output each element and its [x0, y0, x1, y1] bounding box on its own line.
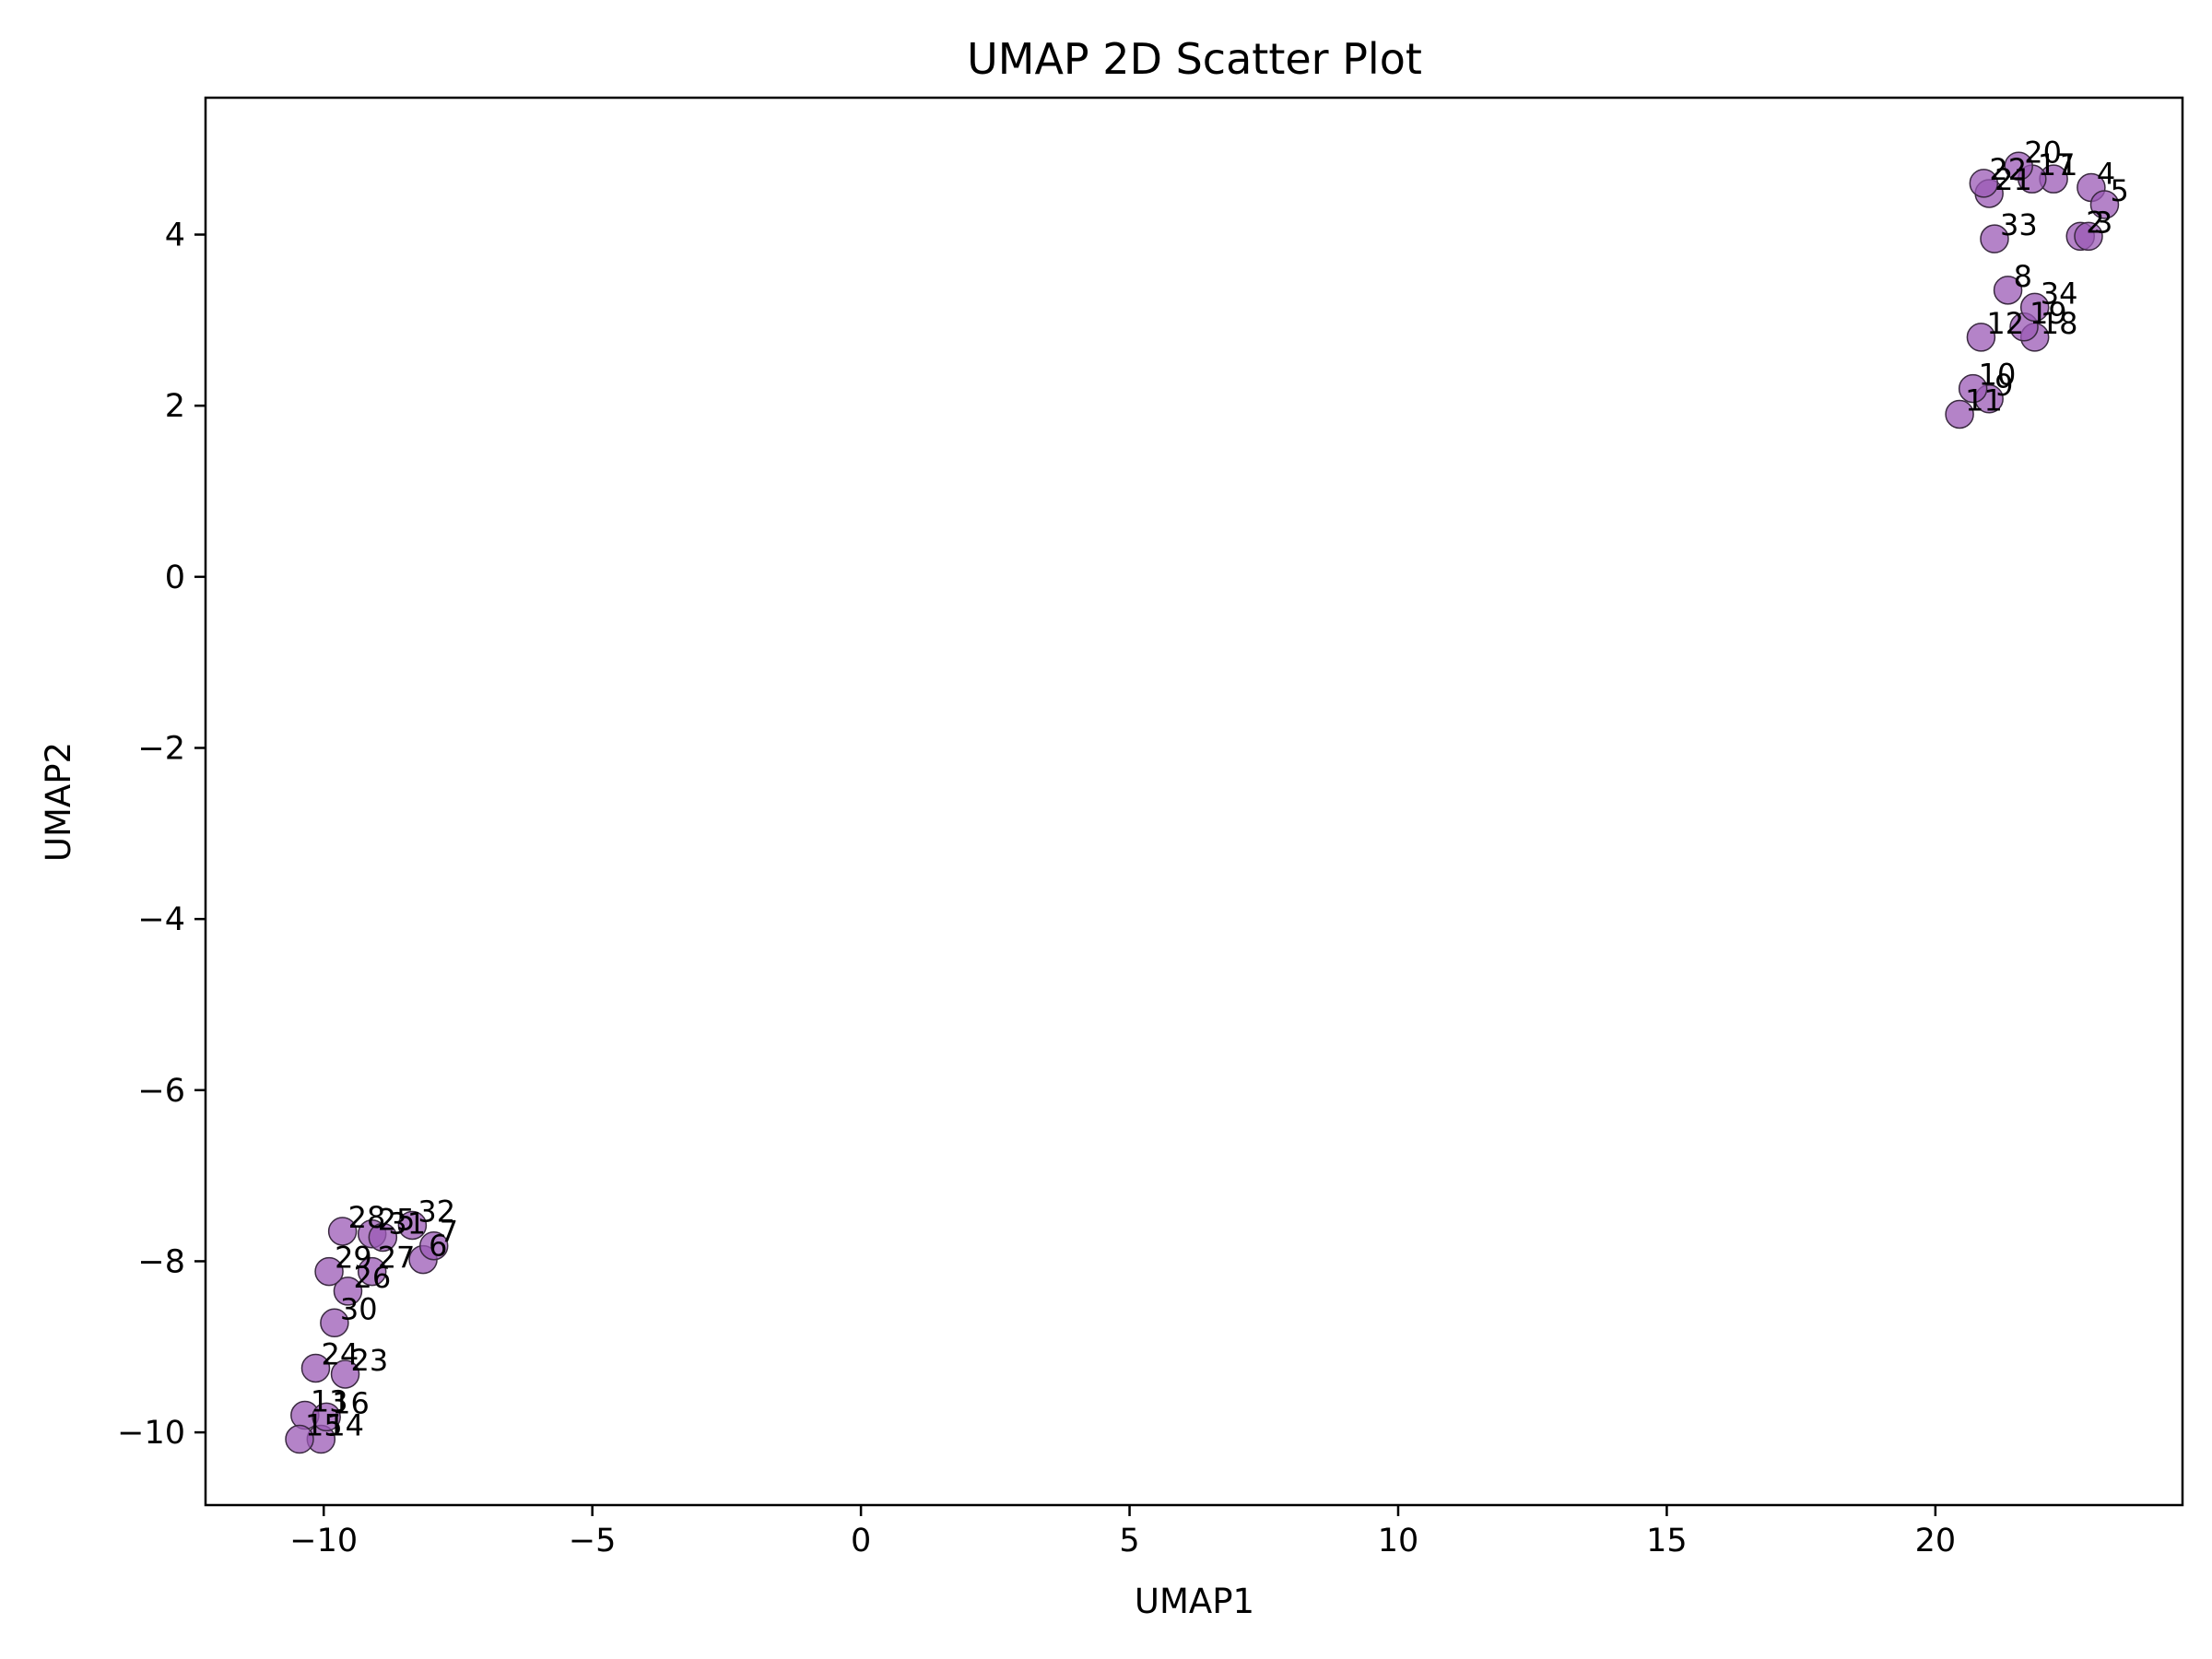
point-labels-layer: 1234567891011121314151617181920212223242… [305, 135, 2129, 1442]
point-label: 19 [2030, 296, 2067, 331]
point-label: 14 [326, 1408, 364, 1443]
point-label: 5 [2110, 173, 2128, 208]
data-point [1980, 224, 2009, 253]
point-label: 6 [429, 1229, 447, 1264]
data-point [327, 1217, 358, 1246]
point-label: 1 [2059, 147, 2077, 182]
data-point [333, 1277, 363, 1306]
data-point [2004, 151, 2033, 182]
point-label: 20 [2024, 135, 2062, 170]
point-label: 21 [1994, 162, 2032, 197]
point-label: 11 [1965, 382, 2003, 418]
point-label: 9 [1994, 368, 2013, 403]
data-point [2019, 292, 2050, 323]
point-label: 28 [348, 1200, 386, 1235]
data-point [285, 1424, 314, 1454]
point-label: 32 [418, 1194, 455, 1229]
y-tick-label: 2 [165, 388, 185, 425]
x-tick-label: 15 [1646, 1523, 1688, 1559]
data-point [1993, 276, 2023, 305]
data-point [1966, 323, 1996, 352]
y-tick-label: −2 [137, 730, 185, 767]
y-tick-label: 4 [165, 218, 185, 254]
x-axis-ticks: −10 −5 0 5 10 15 20 [289, 1505, 1956, 1559]
point-label: 26 [353, 1260, 391, 1295]
point-label: 7 [440, 1215, 458, 1250]
plot-area-frame [204, 96, 2184, 1507]
y-tick-label: −4 [137, 901, 185, 938]
y-axis-ticks: −10 −8 −6 −4 −2 0 2 4 [117, 218, 206, 1452]
point-label: 29 [335, 1241, 372, 1276]
data-point [314, 1256, 344, 1287]
x-tick-label: 20 [1915, 1523, 1957, 1559]
point-label: 12 [1986, 306, 2024, 341]
point-label: 17 [2038, 147, 2076, 182]
y-tick-label: −6 [137, 1073, 185, 1110]
y-axis-label: UMAP2 [39, 742, 78, 862]
points-layer [285, 151, 2120, 1454]
point-label: 31 [388, 1206, 426, 1241]
point-label: 4 [2097, 156, 2115, 191]
point-label: 10 [1979, 358, 2017, 393]
point-label: 3 [2094, 205, 2112, 240]
chart-title: UMAP 2D Scatter Plot [967, 34, 1422, 84]
data-point [300, 1353, 331, 1383]
data-point [418, 1230, 449, 1261]
point-label: 33 [2000, 207, 2038, 242]
data-point [357, 1256, 387, 1287]
point-label: 15 [305, 1408, 343, 1443]
y-tick-label: 0 [165, 559, 185, 596]
point-label: 16 [332, 1385, 370, 1420]
data-point [320, 1308, 349, 1338]
x-axis-label: UMAP1 [1135, 1582, 1254, 1621]
data-point [312, 1402, 341, 1432]
x-tick-label: 0 [851, 1523, 871, 1559]
x-tick-label: 10 [1378, 1523, 1419, 1559]
point-label: 18 [2041, 306, 2078, 341]
data-point [1958, 373, 1988, 404]
y-tick-label: −10 [117, 1415, 185, 1452]
data-point [2089, 190, 2120, 219]
point-label: 2 [2086, 205, 2104, 240]
point-label: 8 [2014, 259, 2032, 294]
data-point [368, 1222, 398, 1253]
y-tick-label: −8 [137, 1243, 185, 1280]
data-point [1945, 399, 1974, 429]
x-tick-label: −10 [289, 1523, 358, 1559]
x-tick-label: 5 [1119, 1523, 1139, 1559]
point-label: 24 [321, 1336, 359, 1371]
point-label: 30 [340, 1291, 378, 1326]
data-point [397, 1210, 428, 1241]
point-label: 27 [378, 1241, 416, 1276]
point-label: 25 [378, 1203, 416, 1238]
point-label: 23 [351, 1343, 389, 1378]
x-tick-label: −5 [569, 1523, 617, 1559]
data-point [330, 1359, 360, 1389]
point-label: 34 [2041, 276, 2078, 311]
data-point [2074, 221, 2103, 252]
point-label: 13 [311, 1384, 348, 1419]
data-point [1969, 169, 1999, 198]
point-label: 22 [1989, 152, 2027, 187]
